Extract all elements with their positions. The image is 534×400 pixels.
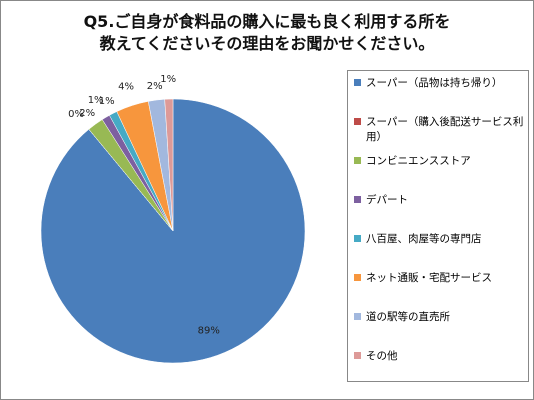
legend-label: デパート bbox=[366, 194, 408, 206]
legend: スーパー（品物は持ち帰り） スーパー（購入後配送サービス利用） コンビニエンスストア… bbox=[347, 70, 529, 382]
data-label: 0% bbox=[68, 109, 84, 120]
legend-swatch bbox=[354, 274, 361, 281]
legend-item: コンビニエンスストア bbox=[354, 153, 524, 192]
title-line: 教えてくださいその理由をお聞かせください。 bbox=[99, 34, 435, 53]
legend-item: デパート bbox=[354, 192, 524, 231]
legend-item: その他 bbox=[354, 348, 524, 387]
legend-label: スーパー（品物は持ち帰り） bbox=[366, 77, 503, 89]
data-label: 89% bbox=[198, 325, 220, 336]
legend-label: ネット通販・宅配サービス bbox=[366, 272, 492, 284]
chart-title: Q5.ご自身が食料品の購入に最も良く利用する所を 教えてくださいその理由をお聞か… bbox=[1, 11, 533, 55]
data-label: 1% bbox=[88, 95, 104, 106]
legend-swatch bbox=[354, 196, 361, 203]
title-line: Q5.ご自身が食料品の購入に最も良く利用する所を bbox=[83, 12, 451, 31]
data-label: 1% bbox=[99, 96, 115, 107]
legend-item: 道の駅等の直売所 bbox=[354, 309, 524, 348]
legend-item: スーパー（品物は持ち帰り） bbox=[354, 75, 524, 114]
legend-item: ネット通販・宅配サービス bbox=[354, 270, 524, 309]
legend-item: スーパー（購入後配送サービス利用） bbox=[354, 114, 524, 153]
legend-swatch bbox=[354, 118, 361, 125]
legend-label: その他 bbox=[366, 350, 398, 362]
legend-label: 道の駅等の直売所 bbox=[366, 311, 450, 323]
data-label: 2% bbox=[147, 81, 163, 92]
legend-swatch bbox=[354, 352, 361, 359]
legend-swatch bbox=[354, 79, 361, 86]
pie-slice bbox=[164, 98, 174, 232]
legend-label: スーパー（購入後配送サービス利用） bbox=[366, 116, 524, 143]
data-label: 4% bbox=[118, 81, 134, 92]
legend-label: 八百屋、肉屋等の専門店 bbox=[366, 233, 482, 245]
data-label: 1% bbox=[160, 74, 176, 85]
legend-swatch bbox=[354, 235, 361, 242]
legend-swatch bbox=[354, 157, 361, 164]
legend-swatch bbox=[354, 313, 361, 320]
legend-label: コンビニエンスストア bbox=[366, 155, 471, 167]
legend-item: 八百屋、肉屋等の専門店 bbox=[354, 231, 524, 270]
data-label: 2% bbox=[79, 108, 95, 119]
